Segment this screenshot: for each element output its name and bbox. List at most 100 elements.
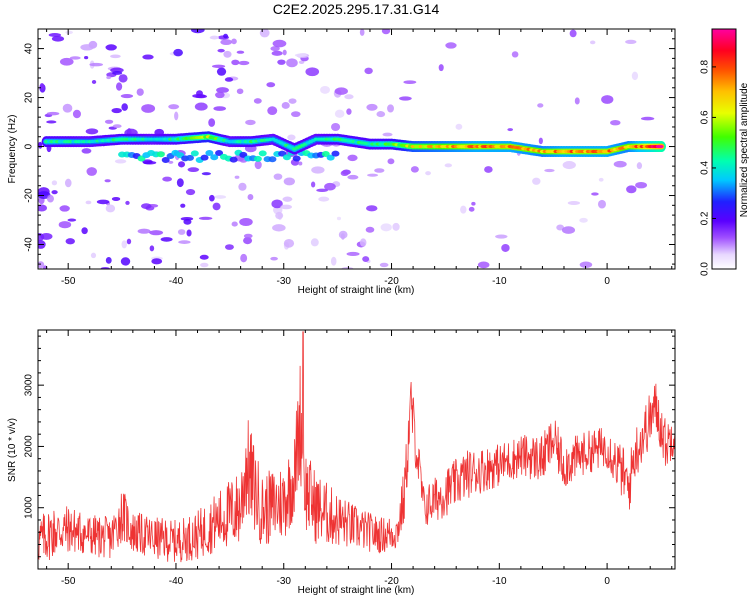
spectrogram-speckle [217, 48, 225, 53]
spectrogram-speckle [271, 50, 283, 56]
spectrogram-y-axis: -40 -20 0 20 40 [24, 28, 675, 265]
spectrogram-speckle [240, 253, 248, 263]
spectrogram-speckle [65, 238, 75, 245]
spectrogram-speckle [347, 174, 359, 180]
spectrogram-speckle [636, 162, 643, 170]
spectrogram-speckle [174, 111, 179, 121]
spectrogram-speckle [208, 118, 216, 127]
spectrogram-speckle [213, 106, 226, 111]
spectrogram-speckle [272, 224, 286, 232]
spectrogram-speckle [591, 192, 599, 196]
spectrogram-speckle [287, 134, 296, 141]
spectrogram-speckle [277, 59, 286, 65]
spectrogram-speckle [120, 257, 131, 266]
spectrogram-speckle [346, 108, 352, 115]
spectrogram-speckle [106, 75, 112, 80]
spectrogram-speckle [126, 238, 132, 245]
spectrogram-speckle [231, 221, 238, 227]
spectrogram-speckle [67, 218, 77, 222]
spectrogram-speckle [336, 216, 342, 221]
spectrogram-speckle [399, 96, 412, 101]
spectrogram-speckle [403, 80, 417, 84]
spectrogram-speckle [238, 60, 250, 66]
spectrogram-speckle [245, 119, 256, 126]
spectrogram-speckle [141, 203, 152, 209]
spectrogram-speckle [365, 226, 375, 233]
spectrogram-speckle [635, 182, 648, 189]
spectrogram-speckle [288, 98, 297, 104]
spectrogram-secondary-band [326, 154, 335, 161]
spectrogram-speckle [243, 233, 253, 239]
spectrogram-speckle [59, 205, 70, 212]
snr-y-tick-label: 3000 [24, 374, 35, 397]
spectrogram-speckle [141, 104, 156, 113]
spectrogram-secondary-band [331, 150, 340, 157]
spectrogram-speckle [118, 74, 128, 83]
spectrogram-speckle [38, 204, 48, 212]
spectrogram-speckle [379, 262, 389, 268]
colorbar-gradient [712, 29, 736, 269]
spectrogram-speckle [471, 201, 476, 206]
colorbar-tick-label: 0.2 [700, 211, 711, 225]
spectrogram-y-tick-label: 40 [24, 43, 35, 55]
spectrogram-speckle [125, 200, 130, 205]
spectrogram-speckle [387, 158, 395, 165]
spectrogram-speckle [216, 67, 227, 76]
spectrogram-speckle [334, 109, 345, 118]
spectrogram-speckle [425, 171, 431, 176]
snr-x-axis: -50 -40 -30 -20 -10 0 [46, 330, 673, 587]
spectrogram-speckle [220, 39, 233, 46]
spectrogram-speckle [281, 102, 290, 109]
spectrogram-speckle [280, 204, 293, 210]
spectrogram-speckle [601, 95, 614, 104]
colorbar-tick-label: 0.6 [700, 110, 711, 124]
spectrogram-speckle [270, 46, 280, 52]
spectrogram-speckle [85, 128, 99, 135]
spectrogram-speckle [46, 111, 60, 116]
spectrogram-speckle [243, 236, 253, 245]
spectrogram-speckle [58, 221, 72, 229]
spectrogram-speckle [556, 224, 565, 231]
spectrogram-speckle [64, 178, 72, 188]
spectrogram-speckle [238, 182, 247, 191]
spectrogram-speckle [80, 44, 94, 51]
spectrogram-speckle [116, 82, 123, 91]
spectrogram-panel: -50 -40 -30 -20 -10 0 -40 -20 0 20 40 Height of s… [7, 28, 676, 296]
spectrogram-secondary-band [321, 150, 330, 157]
spectrogram-speckle [162, 176, 172, 182]
spectrogram-speckle [477, 261, 490, 269]
spectrogram-speckle [382, 132, 393, 137]
spectrogram-energy [38, 29, 666, 269]
spectrogram-secondary-band [253, 155, 262, 162]
spectrogram-speckle [177, 161, 186, 168]
spectrogram-speckle [225, 244, 234, 250]
spectrogram-y-tick-label: 20 [24, 92, 35, 104]
spectrogram-speckle [223, 33, 229, 39]
spectrogram-speckle [626, 185, 637, 194]
spectrogram-speckle [104, 179, 111, 183]
spectrogram-speckle [460, 205, 467, 214]
spectrogram-speckle [468, 206, 475, 212]
colorbar-tick-label: 0.0 [700, 262, 711, 276]
spectrogram-speckle [272, 39, 287, 48]
spectrogram-speckle [253, 98, 262, 104]
spectrogram-speckle [38, 261, 45, 269]
spectrogram-speckle [149, 230, 164, 236]
spectrogram-speckle [65, 30, 73, 35]
spectrogram-speckle [305, 67, 320, 77]
snr-x-tick-label: -50 [61, 576, 76, 587]
spectrogram-speckle [359, 238, 367, 247]
spectrogram-speckle [366, 205, 378, 212]
colorbar-tick-label: 0.4 [700, 161, 711, 175]
spectrogram-speckle [51, 180, 58, 186]
spectrogram-speckle [567, 200, 581, 205]
spectrogram-speckle [271, 199, 283, 209]
spectrogram-speckle [574, 97, 580, 105]
spectrogram-x-tick-label: -30 [277, 276, 292, 287]
spectrogram-speckle [46, 194, 54, 203]
spectrogram-speckle [59, 57, 74, 66]
spectrogram-speckle [266, 82, 276, 88]
spectrogram-secondary-band [282, 154, 291, 161]
spectrogram-speckle [544, 168, 555, 173]
